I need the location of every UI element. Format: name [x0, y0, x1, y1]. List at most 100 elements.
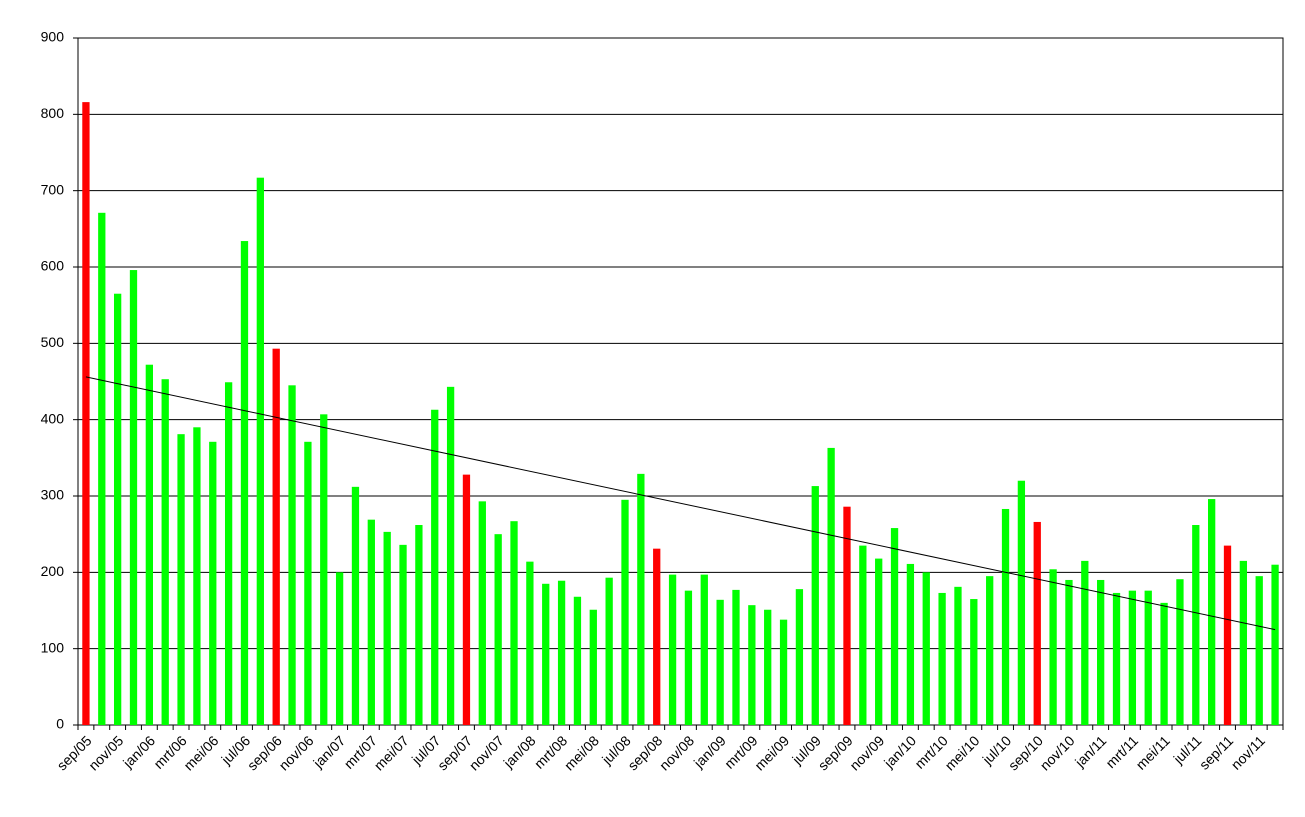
bar	[399, 544, 407, 725]
x-tick-label: sep/09	[815, 732, 856, 773]
y-tick-label: 700	[41, 181, 65, 197]
bar	[653, 548, 661, 725]
bar	[605, 577, 613, 725]
bar	[589, 609, 597, 725]
bar	[82, 102, 90, 726]
bar	[875, 558, 883, 725]
bar	[637, 473, 645, 725]
x-tick-label: sep/05	[54, 732, 95, 773]
bar	[510, 521, 518, 725]
bar	[431, 409, 439, 725]
bar	[415, 525, 423, 725]
y-tick-label: 400	[41, 410, 65, 426]
x-tick-label: jan/08	[500, 732, 539, 771]
bar	[177, 434, 185, 725]
bar	[526, 561, 534, 725]
bar	[256, 177, 264, 725]
x-tick-label: sep/11	[1196, 732, 1236, 772]
bar	[906, 563, 915, 725]
y-tick-label: 0	[56, 716, 64, 732]
x-tick-label: sep/08	[624, 732, 665, 773]
bar	[1223, 545, 1232, 725]
x-tick-label: sep/10	[1005, 732, 1046, 773]
bar	[668, 574, 677, 725]
bar	[335, 572, 344, 725]
bar	[129, 270, 138, 725]
bar	[779, 619, 788, 725]
bar	[1065, 579, 1073, 725]
bar	[383, 531, 391, 725]
x-tick-label: mei/11	[1133, 732, 1173, 772]
bar	[890, 528, 899, 725]
bar	[795, 589, 804, 725]
bar	[113, 293, 122, 725]
bar	[304, 441, 312, 725]
bar	[1081, 560, 1089, 725]
x-tick-label: jan/09	[690, 732, 729, 771]
bar	[494, 534, 502, 725]
bar	[986, 576, 994, 725]
bar	[859, 545, 867, 725]
y-tick-label: 500	[41, 334, 65, 350]
bar	[446, 386, 455, 725]
bar	[320, 414, 328, 725]
bar	[288, 385, 296, 725]
y-tick-label: 300	[41, 487, 65, 503]
x-tick-label: mei/07	[371, 732, 412, 773]
bar	[811, 486, 819, 725]
bar	[557, 580, 566, 725]
x-tick-label: nov/08	[656, 732, 697, 773]
x-tick-label: sep/07	[434, 732, 475, 773]
bar	[542, 583, 550, 725]
x-tick-label: nov/05	[85, 732, 126, 773]
bar	[1192, 525, 1200, 725]
bar	[700, 574, 708, 725]
x-tick-label: nov/07	[466, 732, 507, 773]
bar	[1176, 579, 1184, 725]
bar	[478, 501, 486, 725]
bar	[209, 441, 217, 725]
bar	[1160, 602, 1168, 725]
x-tick-label: jan/06	[119, 732, 158, 771]
bar	[1128, 590, 1137, 725]
x-tick-label: jan/11	[1071, 732, 1109, 770]
bar	[272, 348, 280, 725]
x-tick-label: mei/10	[942, 732, 983, 773]
bar	[764, 609, 772, 725]
bar	[573, 596, 582, 725]
y-tick-label: 600	[41, 258, 65, 274]
x-tick-label: jan/07	[309, 732, 348, 771]
bar	[145, 364, 153, 725]
bar	[1017, 480, 1026, 725]
bar	[827, 447, 835, 725]
x-tick-label: nov/06	[276, 732, 317, 773]
x-tick-label: mei/08	[561, 732, 602, 773]
bar	[98, 212, 106, 725]
bar	[1208, 499, 1216, 725]
bar	[224, 382, 233, 725]
bar	[240, 241, 249, 725]
bar	[684, 590, 693, 725]
x-tick-label: mei/06	[180, 732, 221, 773]
bar	[621, 499, 629, 725]
x-tick-label: mei/09	[751, 732, 792, 773]
x-tick-label: nov/09	[846, 732, 887, 773]
bar	[843, 506, 851, 725]
y-tick-label: 100	[41, 639, 65, 655]
bar	[922, 572, 930, 725]
bar	[1239, 560, 1248, 725]
bar	[1049, 569, 1057, 725]
bar	[1144, 590, 1152, 725]
bar	[1097, 579, 1105, 725]
x-tick-label: nov/11	[1228, 732, 1268, 772]
trendline	[85, 376, 1276, 631]
x-tick-label: jan/10	[880, 732, 919, 771]
bar	[716, 599, 724, 725]
bar	[970, 599, 978, 725]
bar	[1271, 564, 1279, 725]
bar	[748, 605, 756, 725]
bar	[1112, 592, 1121, 725]
x-tick-label: nov/10	[1037, 732, 1078, 773]
